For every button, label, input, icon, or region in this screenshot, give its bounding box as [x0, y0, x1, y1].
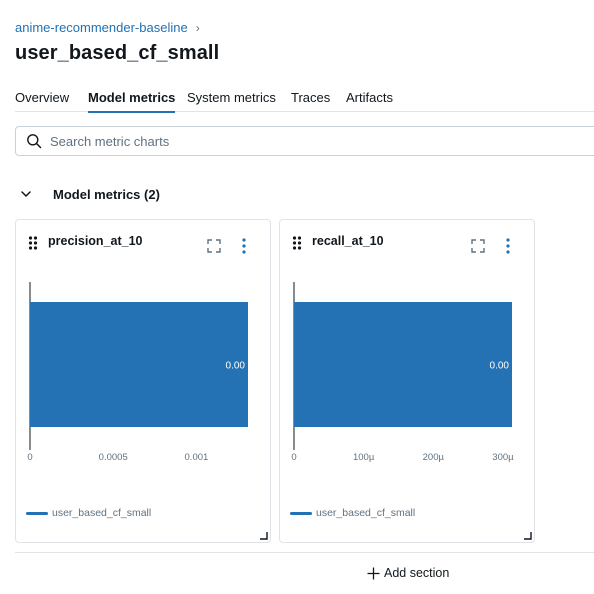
legend-swatch — [26, 511, 48, 515]
more-options-icon[interactable] — [505, 238, 511, 254]
tab-artifacts[interactable]: Artifacts — [346, 90, 393, 105]
x-tick-label: 300µ — [492, 452, 514, 463]
search-icon — [27, 134, 42, 149]
x-tick-label: 0.001 — [185, 452, 209, 463]
section-title: Model metrics (2) — [53, 186, 160, 202]
x-tick-label: 0 — [27, 452, 32, 463]
resize-handle-icon[interactable] — [524, 532, 532, 540]
metric-chart-card: recall_at_10 0.00 0 100µ 200µ 300µ user_base… — [279, 219, 535, 543]
add-section-label: Add section — [384, 566, 450, 580]
tab-bar: Overview Model metrics System metrics Tr… — [15, 86, 594, 113]
tab-system-metrics[interactable]: System metrics — [187, 90, 276, 105]
x-tick-label: 0 — [291, 452, 296, 463]
legend-label: user_based_cf_small — [52, 507, 152, 519]
breadcrumb: anime-recommender-baseline › — [15, 20, 200, 35]
plus-icon — [367, 567, 380, 579]
chevron-down-icon[interactable] — [17, 185, 35, 203]
tab-traces[interactable]: Traces — [291, 90, 331, 105]
bar-chart: 0.00 0 0.0005 0.001 — [27, 282, 248, 463]
breadcrumb-experiment-link[interactable]: anime-recommender-baseline — [15, 20, 188, 35]
bar — [30, 302, 248, 427]
legend-swatch — [290, 511, 312, 515]
x-tick-label: 200µ — [423, 452, 445, 463]
drag-handle-icon[interactable] — [28, 236, 38, 250]
legend-label: user_based_cf_small — [316, 507, 416, 519]
add-section-button[interactable]: Add section — [367, 566, 449, 580]
page-title: user_based_cf_small — [15, 42, 220, 64]
search-input[interactable] — [50, 133, 550, 149]
drag-handle-icon[interactable] — [292, 236, 302, 250]
divider — [15, 552, 594, 553]
resize-handle-icon[interactable] — [260, 532, 268, 540]
legend: user_based_cf_small — [26, 507, 151, 519]
tab-model-metrics[interactable]: Model metrics — [88, 90, 176, 113]
chart-title: precision_at_10 — [48, 234, 143, 248]
x-tick-label: 100µ — [353, 452, 375, 463]
chart-title: recall_at_10 — [312, 234, 384, 248]
section-header[interactable]: Model metrics (2) — [17, 185, 160, 203]
bar — [294, 302, 512, 427]
fullscreen-icon[interactable] — [207, 239, 221, 253]
legend: user_based_cf_small — [290, 507, 415, 519]
more-options-icon[interactable] — [241, 238, 247, 254]
search-box — [15, 126, 594, 156]
bar-chart: 0.00 0 100µ 200µ 300µ — [291, 282, 514, 463]
bar-data-label: 0.00 — [490, 361, 510, 372]
metric-chart-card: precision_at_10 0.00 0 0.0005 0.001 user_ba… — [15, 219, 271, 543]
breadcrumb-separator-icon: › — [195, 20, 200, 35]
fullscreen-icon[interactable] — [471, 239, 485, 253]
tab-overview[interactable]: Overview — [15, 90, 70, 105]
bar-data-label: 0.00 — [226, 361, 246, 372]
x-tick-label: 0.0005 — [99, 452, 128, 463]
